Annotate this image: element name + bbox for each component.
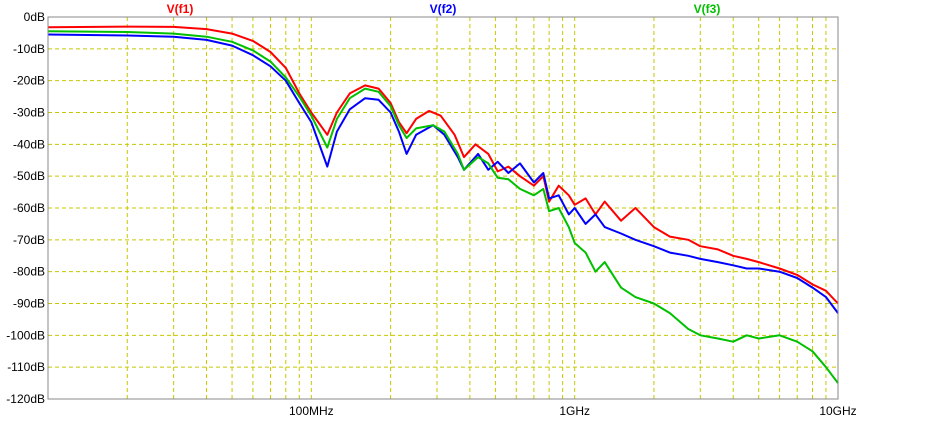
y-tick-label: -40dB [13, 137, 45, 151]
y-tick-label: -60dB [13, 201, 45, 215]
legend-label-vf2: V(f2) [430, 2, 457, 16]
y-tick-label: -50dB [13, 169, 45, 183]
y-tick-label: -100dB [6, 328, 45, 342]
y-tick-label: -120dB [6, 392, 45, 406]
plot-frame [47, 16, 839, 400]
y-tick-label: 0dB [24, 10, 45, 24]
y-tick-label: -110dB [7, 360, 45, 374]
legend: V(f1) V(f2) V(f3) [167, 2, 721, 16]
grid [48, 17, 838, 399]
y-tick-label: -90dB [13, 297, 45, 311]
x-tick-label: 100MHz [289, 404, 334, 418]
legend-label-vf1: V(f1) [167, 2, 194, 16]
y-axis-ticks: 0dB -10dB -20dB -30dB -40dB -50dB -60dB -70dB -8… [6, 10, 45, 406]
y-tick-label: -80dB [13, 265, 45, 279]
x-axis-ticks: 100MHz 1GHz 10GHz [289, 404, 857, 418]
series-line-vf1 [47, 25, 839, 305]
series-line-vf2 [47, 33, 839, 314]
y-tick-label: -20dB [13, 74, 45, 88]
legend-label-vf3: V(f3) [694, 2, 721, 16]
x-tick-label: 10GHz [819, 404, 856, 418]
series-line-vf3 [47, 30, 839, 384]
y-tick-label: -30dB [13, 106, 45, 120]
series-group [47, 25, 839, 384]
y-tick-label: -70dB [13, 233, 45, 247]
x-tick-label: 1GHz [559, 404, 590, 418]
y-tick-label: -10dB [13, 42, 45, 56]
